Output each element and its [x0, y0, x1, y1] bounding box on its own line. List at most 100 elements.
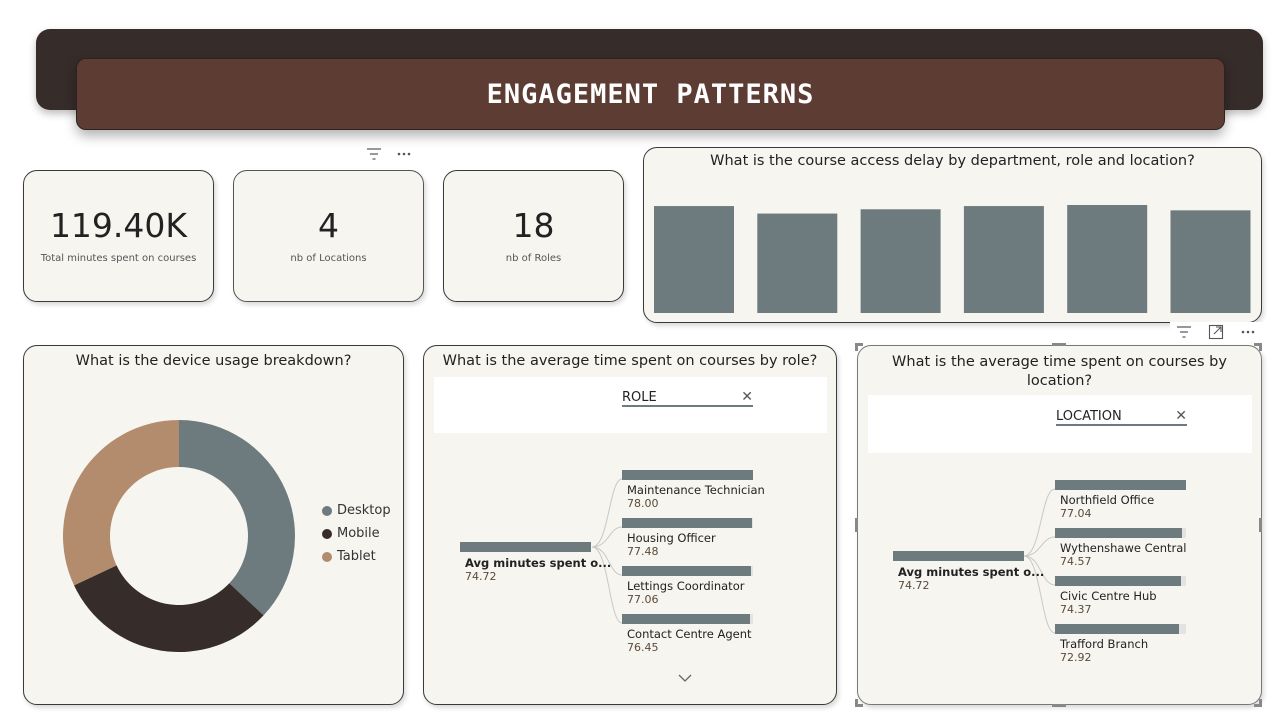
chart-title: What is the average time spent on course…	[442, 353, 818, 369]
chart-title: What is the course access delay by depar…	[710, 153, 1195, 169]
root-bar[interactable]	[460, 542, 591, 552]
root-value: 74.72	[465, 570, 497, 583]
decomp-node-bar[interactable]	[622, 614, 753, 624]
decomp-node-value: 78.00	[627, 497, 659, 510]
header-banner: ENGAGEMENT PATTERNS	[76, 58, 1225, 130]
focus-mode-icon[interactable]	[1208, 324, 1224, 343]
decomp-field-role[interactable]: ROLE ✕	[622, 387, 753, 407]
decomp-node-value: 77.04	[1060, 507, 1092, 520]
delay-bar[interactable]	[1067, 205, 1148, 313]
decomp-node-label: Northfield Office	[1060, 493, 1155, 507]
donut-slice-tablet[interactable]	[63, 420, 179, 586]
page-title: ENGAGEMENT PATTERNS	[486, 78, 815, 110]
decomp-node-value: 74.37	[1060, 603, 1092, 616]
decomp-node-label: Civic Centre Hub	[1060, 589, 1157, 603]
kpi-label: nb of Locations	[290, 252, 367, 264]
donut-slice-desktop[interactable]	[179, 420, 295, 616]
decomp-node-value: 76.45	[627, 641, 659, 654]
role-decomp-card[interactable]: What is the average time spent on course…	[423, 345, 837, 705]
resize-handle[interactable]	[1254, 343, 1262, 346]
device-chart-card[interactable]: What is the device usage breakdown? Desk…	[23, 345, 404, 705]
delay-bar[interactable]	[860, 209, 941, 313]
decomp-node-label: Wythenshawe Central	[1060, 541, 1187, 555]
decomp-node-label: Contact Centre Agent	[627, 627, 752, 641]
resize-handle[interactable]	[1259, 699, 1262, 707]
decomp-node-label: Maintenance Technician	[627, 483, 765, 497]
field-label: LOCATION	[1056, 409, 1122, 424]
device-donut-chart	[63, 420, 295, 652]
device-legend: Desktop Mobile Tablet	[322, 503, 391, 564]
location-decomp-card[interactable]: What is the average time spent on course…	[857, 345, 1262, 705]
delay-chart-card[interactable]: What is the course access delay by depar…	[643, 147, 1262, 323]
decomp-connectors	[1023, 488, 1056, 634]
legend-dot	[322, 505, 332, 516]
legend-label: Mobile	[337, 526, 380, 541]
chevron-down-icon[interactable]	[677, 668, 693, 687]
filter-icon[interactable]	[1176, 325, 1192, 342]
close-icon[interactable]: ✕	[1175, 408, 1187, 424]
kpi-card-total-minutes[interactable]: 119.40K Total minutes spent on courses	[23, 170, 214, 302]
more-options-icon[interactable]	[396, 147, 412, 164]
legend-label: Desktop	[337, 503, 391, 518]
kpi-card-roles[interactable]: 18 nb of Roles	[443, 170, 624, 302]
resize-handle[interactable]	[855, 343, 858, 351]
kpi-label: nb of Roles	[505, 252, 562, 264]
decomp-node-bar[interactable]	[1055, 480, 1186, 490]
decomp-node-value: 72.92	[1060, 651, 1092, 664]
decomp-node-bar[interactable]	[1055, 576, 1186, 586]
resize-handle[interactable]	[1259, 343, 1262, 351]
kpi-value: 119.40K	[49, 205, 188, 245]
decomp-node-bar[interactable]	[622, 518, 753, 528]
decomp-node-bar[interactable]	[1055, 528, 1186, 538]
resize-handle[interactable]	[1254, 704, 1262, 707]
kpi-label: Total minutes spent on courses	[40, 252, 197, 264]
decomp-node-value: 77.06	[627, 593, 659, 606]
kpi-visual-header	[366, 147, 412, 164]
root-label: Avg minutes spent o...	[465, 556, 612, 570]
decomp-node-value: 77.48	[627, 545, 659, 558]
root-bar[interactable]	[893, 551, 1024, 561]
resize-handle[interactable]	[855, 704, 863, 707]
chart-title: What is the average time spent on course…	[892, 354, 1227, 389]
chart-title: What is the device usage breakdown?	[75, 353, 352, 369]
resize-handle[interactable]	[1052, 704, 1066, 707]
donut-slice-mobile[interactable]	[74, 565, 264, 652]
chart-visual-header	[1170, 322, 1262, 345]
root-value: 74.72	[898, 579, 930, 592]
legend-label: Tablet	[337, 549, 376, 564]
decomp-node-label: Lettings Coordinator	[627, 579, 745, 593]
delay-bar[interactable]	[1170, 210, 1251, 313]
legend-item-tablet[interactable]: Tablet	[322, 549, 391, 564]
field-label: ROLE	[622, 390, 657, 405]
decomp-node-bar[interactable]	[622, 566, 753, 576]
delay-bar-chart	[654, 205, 1251, 313]
resize-handle[interactable]	[1259, 518, 1262, 532]
decomp-header: LOCATION ✕	[868, 395, 1252, 453]
legend-dot	[322, 551, 332, 562]
legend-dot	[322, 528, 332, 539]
delay-bar[interactable]	[963, 206, 1044, 313]
decomp-node-label: Housing Officer	[627, 531, 716, 545]
root-label: Avg minutes spent o...	[898, 565, 1045, 579]
legend-item-mobile[interactable]: Mobile	[322, 526, 391, 541]
kpi-card-locations[interactable]: 4 nb of Locations	[233, 170, 424, 302]
close-icon[interactable]: ✕	[741, 389, 753, 405]
decomp-node-bar[interactable]	[1055, 624, 1186, 634]
kpi-value: 18	[512, 205, 555, 245]
resize-handle[interactable]	[855, 699, 858, 707]
decomp-field-location[interactable]: LOCATION ✕	[1056, 406, 1187, 426]
resize-handle[interactable]	[1052, 343, 1066, 346]
kpi-value: 4	[318, 205, 339, 245]
legend-item-desktop[interactable]: Desktop	[322, 503, 391, 518]
decomp-connectors	[591, 478, 623, 624]
delay-bar[interactable]	[654, 206, 734, 313]
filter-icon[interactable]	[366, 147, 382, 164]
resize-handle[interactable]	[855, 343, 863, 346]
delay-bar[interactable]	[757, 213, 838, 313]
decomp-node-label: Trafford Branch	[1060, 637, 1149, 651]
more-options-icon[interactable]	[1240, 325, 1256, 342]
decomp-node-bar[interactable]	[622, 470, 753, 480]
decomp-header: ROLE ✕	[434, 377, 827, 433]
resize-handle[interactable]	[855, 518, 858, 532]
decomp-node-value: 74.57	[1060, 555, 1092, 568]
